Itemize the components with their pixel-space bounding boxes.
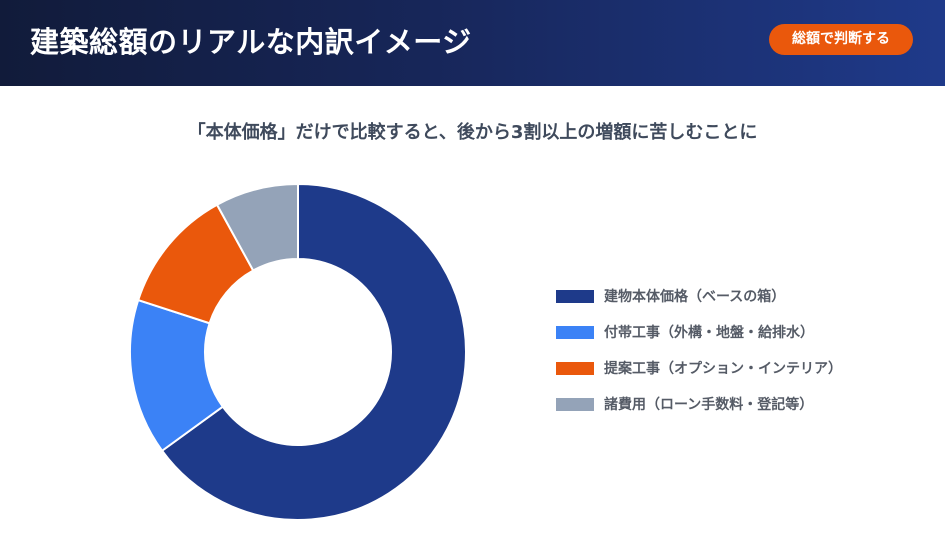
donut-segment[interactable]: [160, 182, 467, 521]
legend-swatch: [556, 325, 594, 339]
legend-item[interactable]: 付帯工事（外構・地盤・給排水）: [556, 323, 842, 341]
header-bar: 建築総額のリアルな内訳イメージ 総額で判断する: [0, 0, 945, 86]
donut-segment[interactable]: [215, 182, 299, 272]
legend-label: 諸費用（ローン手数料・登記等）: [604, 397, 814, 413]
legend-item[interactable]: 提案工事（オプション・インテリア）: [556, 359, 842, 377]
donut-chart: [129, 182, 467, 521]
legend-label: 付帯工事（外構・地盤・給排水）: [604, 325, 814, 341]
legend-swatch: [556, 397, 594, 411]
chart-subtitle: 「本体価格」だけで比較すると、後から3割以上の増額に苦しむことに: [187, 122, 758, 143]
legend-item[interactable]: 建物本体価格（ベースの箱）: [556, 287, 842, 305]
total-judgment-badge[interactable]: 総額で判断する: [769, 24, 913, 55]
legend-swatch: [556, 289, 594, 303]
legend-label: 提案工事（オプション・インテリア）: [604, 361, 842, 377]
legend-item[interactable]: 諸費用（ローン手数料・登記等）: [556, 395, 842, 413]
page-title: 建築総額のリアルな内訳イメージ: [30, 25, 472, 59]
chart-legend: 建物本体価格（ベースの箱） 付帯工事（外構・地盤・給排水） 提案工事（オプション…: [556, 287, 842, 431]
legend-swatch: [556, 361, 594, 375]
legend-label: 建物本体価格（ベースの箱）: [604, 289, 786, 305]
